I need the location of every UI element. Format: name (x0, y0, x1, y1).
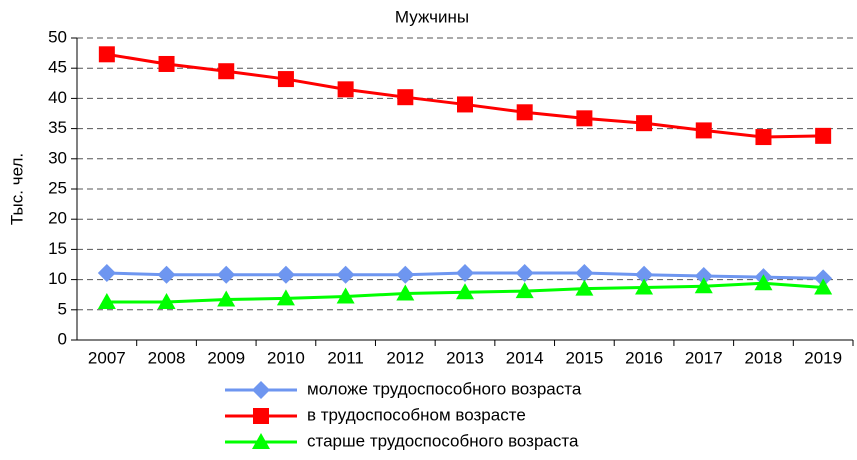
y-tick-label: 5 (58, 299, 67, 318)
x-tick-label: 2016 (625, 348, 663, 367)
marker (98, 46, 115, 63)
marker (397, 89, 414, 106)
marker (635, 265, 654, 284)
marker (635, 278, 654, 295)
marker (695, 122, 712, 139)
y-tick-label: 15 (48, 239, 67, 258)
chart-title: Мужчины (395, 7, 469, 26)
series-line (106, 52, 824, 139)
marker (456, 283, 474, 300)
marker (277, 71, 294, 88)
legend-label: в трудоспособном возрасте (307, 405, 526, 424)
y-tick-label: 25 (48, 178, 67, 197)
x-tick-label: 2013 (446, 348, 484, 367)
marker (575, 279, 594, 296)
x-tick-label: 2009 (207, 348, 245, 367)
x-tick-label: 2010 (267, 348, 305, 367)
y-tick-label: 40 (48, 88, 67, 107)
y-tick-label: 10 (48, 269, 67, 288)
x-tick-label: 2014 (506, 348, 544, 367)
marker (252, 381, 270, 399)
marker (276, 265, 295, 284)
marker (253, 408, 269, 424)
marker (336, 265, 355, 284)
marker (217, 290, 236, 307)
marker (515, 263, 534, 282)
marker (814, 269, 833, 288)
marker (396, 265, 415, 284)
marker (97, 263, 116, 282)
y-tick-label: 50 (48, 27, 67, 46)
x-tick-label: 2017 (685, 348, 723, 367)
marker (276, 289, 295, 306)
y-tick-label: 45 (48, 58, 67, 77)
x-tick-label: 2011 (327, 348, 364, 367)
marker (217, 265, 236, 284)
marker (815, 127, 832, 144)
x-tick-label: 2015 (565, 348, 603, 367)
marker (515, 282, 534, 299)
marker (337, 81, 354, 98)
y-tick-label: 35 (48, 118, 67, 137)
marker (158, 55, 175, 72)
marker (694, 277, 713, 294)
marker (754, 274, 773, 291)
x-tick-label: 2019 (804, 348, 842, 367)
legend-label: моложе трудоспособного возраста (307, 379, 582, 398)
x-tick-label: 2018 (745, 348, 783, 367)
marker (218, 63, 235, 80)
marker (694, 266, 713, 285)
y-axis-label: Тыс. чел. (7, 153, 26, 225)
marker (576, 110, 593, 127)
marker (516, 104, 533, 121)
marker (336, 287, 355, 304)
marker (636, 115, 653, 132)
marker (456, 263, 474, 282)
marker (252, 433, 270, 449)
marker (396, 284, 415, 301)
marker (157, 265, 176, 284)
x-tick-label: 2008 (148, 348, 186, 367)
y-tick-label: 20 (48, 209, 67, 228)
marker (157, 292, 176, 309)
marker (457, 96, 473, 113)
x-tick-label: 2007 (88, 348, 126, 367)
legend-label: старше трудоспособного возраста (307, 431, 579, 450)
marker (97, 292, 116, 309)
y-tick-label: 0 (58, 329, 67, 348)
marker (575, 263, 594, 282)
marker (814, 278, 833, 295)
marker (755, 129, 772, 146)
x-tick-label: 2012 (386, 348, 424, 367)
y-tick-label: 30 (48, 148, 67, 167)
